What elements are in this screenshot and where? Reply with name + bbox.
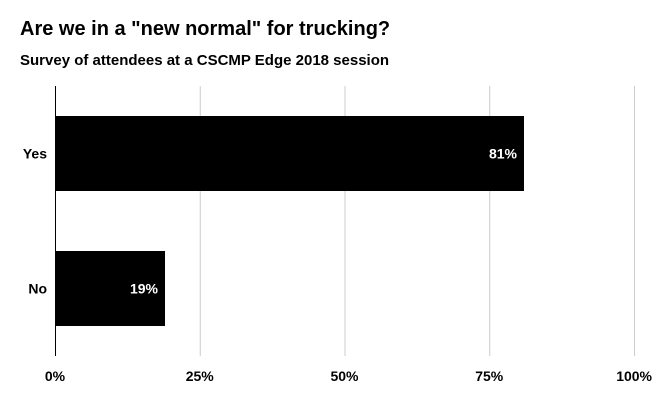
- category-label-yes: Yes: [23, 146, 47, 162]
- data-label-yes: 81%: [489, 146, 518, 162]
- x-tick-label-75: 75%: [475, 368, 504, 384]
- data-label-no: 19%: [130, 281, 159, 297]
- x-tick-label-100: 100%: [616, 368, 652, 384]
- bar-yes: [55, 116, 524, 191]
- x-tick-label-25: 25%: [186, 368, 215, 384]
- chart-title: Are we in a "new normal" for trucking?: [20, 18, 391, 40]
- category-label-no: No: [28, 281, 47, 297]
- bar-no: [55, 251, 166, 326]
- x-tick-label-50: 50%: [330, 368, 359, 384]
- x-tick-label-0: 0%: [45, 368, 66, 384]
- chart-subtitle: Survey of attendees at a CSCMP Edge 2018…: [20, 52, 390, 69]
